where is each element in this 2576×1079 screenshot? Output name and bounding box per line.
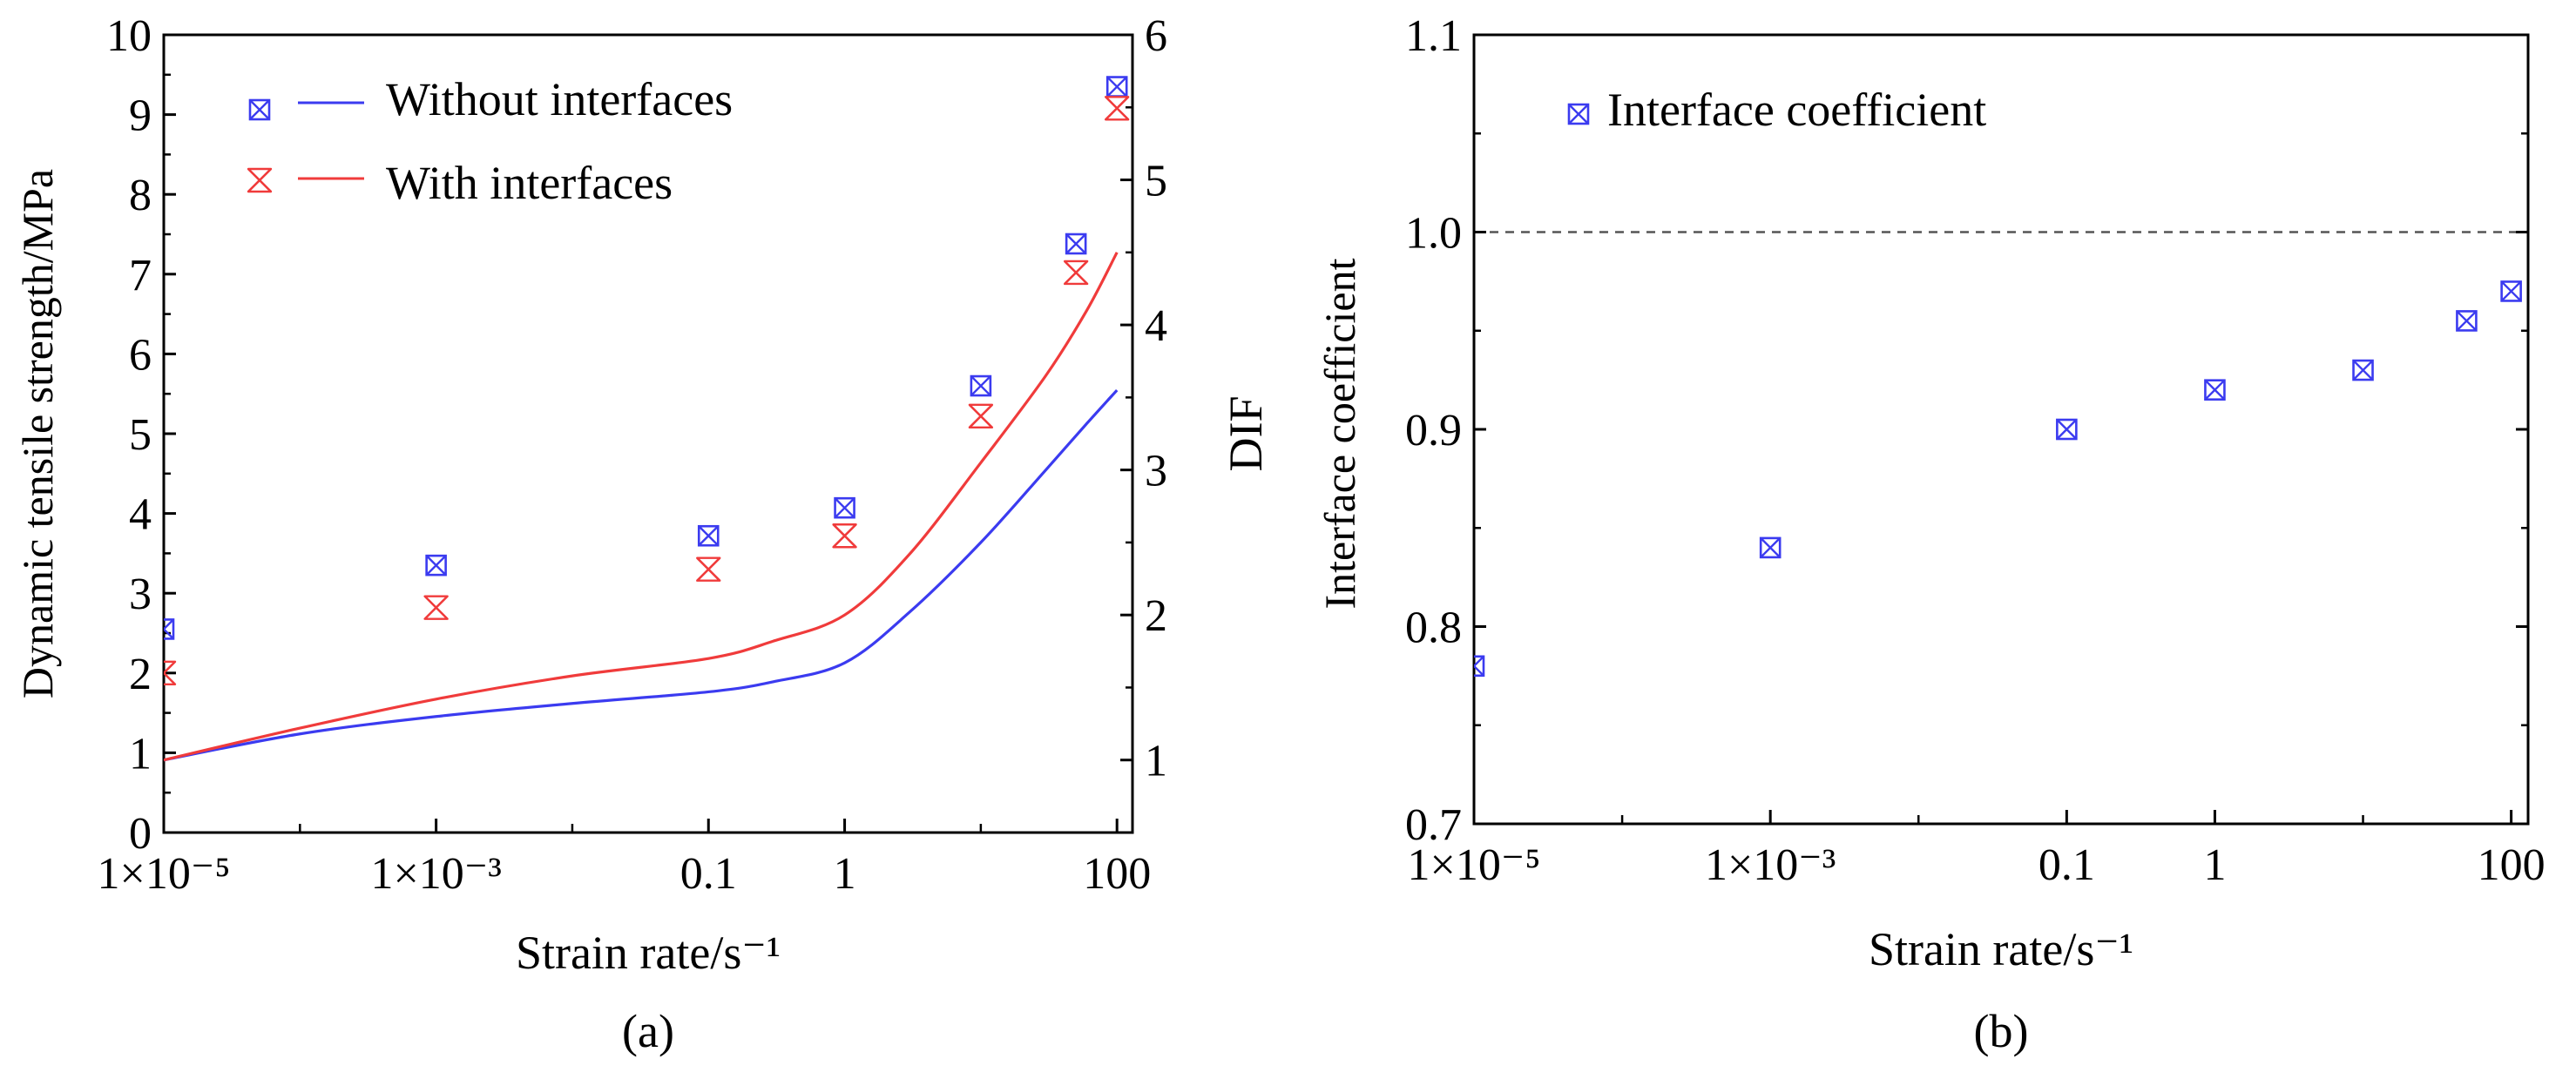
y-tick-label: 4	[129, 490, 152, 540]
x-tick-label: 1×10⁻⁵	[1408, 840, 1541, 890]
y-tick-label: 3	[129, 570, 152, 619]
panel-a-y2-axis-label: DIF	[1220, 395, 1272, 471]
y-tick-label: 9	[129, 91, 152, 141]
panel-b-y-axis-label: Interface coefficient	[1315, 258, 1364, 609]
x-tick-label: 100	[2478, 840, 2546, 890]
data-point-interface-coefficient	[2500, 280, 2522, 302]
panel-b-legend: Interface coefficient	[1567, 84, 1986, 136]
y-tick-label: 2	[129, 650, 152, 699]
data-point-with-interfaces	[696, 556, 721, 582]
panel-b-y-ticks: 0.7 0.8 0.9 1.0 1.1	[1405, 11, 2528, 850]
data-point-without-interfaces	[1105, 76, 1128, 98]
data-point-with-interfaces	[164, 660, 177, 685]
data-point-with-interfaces	[1063, 260, 1089, 286]
x-tick-label: 0.1	[680, 849, 737, 899]
panel-b-x-axis-label: Strain rate/s⁻¹	[1869, 923, 2133, 975]
x-tick-label: 1×10⁻³	[1705, 840, 1836, 890]
panel-a-y-axis-label: Dynamic tensile strength/MPa	[13, 169, 62, 698]
data-point-interface-coefficient	[1474, 655, 1485, 678]
data-point-with-interfaces	[1104, 96, 1130, 121]
dif-curve-with-interfaces	[164, 252, 1119, 762]
panel-a-markers	[164, 76, 1130, 685]
y-tick-label: 10	[106, 11, 152, 61]
y-tick-label: 5	[129, 410, 152, 460]
legend-marker-with-interfaces	[247, 167, 273, 193]
y2-tick-label: 1	[1145, 737, 1167, 786]
legend-marker-without-interfaces	[248, 98, 271, 121]
data-point-interface-coefficient	[2204, 379, 2226, 401]
data-point-without-interfaces	[425, 554, 447, 577]
data-point-without-interfaces	[834, 496, 855, 519]
y2-tick-label: 2	[1145, 591, 1167, 641]
panel-a-plot-frame	[162, 33, 1134, 834]
y-tick-label: 1.0	[1405, 209, 1462, 259]
y2-tick-label: 4	[1145, 301, 1167, 351]
dif-curve-without-interfaces	[164, 388, 1119, 762]
panel-a-caption: (a)	[622, 1005, 674, 1057]
data-point-with-interfaces	[968, 403, 994, 429]
legend-marker-symbol	[1567, 103, 1590, 125]
data-point-interface-coefficient	[1759, 536, 1782, 559]
panel-a-right-y-ticks: 1 2 3 4 5 6	[1120, 11, 1167, 834]
data-point-with-interfaces	[423, 595, 449, 620]
y-tick-label: 8	[129, 171, 152, 220]
y-tick-label: 0.8	[1405, 604, 1462, 653]
x-tick-label: 1×10⁻³	[370, 849, 501, 899]
legend-label-with-interfaces: With interfaces	[386, 157, 673, 209]
y2-tick-label: 5	[1145, 157, 1167, 206]
y-tick-label: 1	[129, 729, 152, 779]
data-point-interface-coefficient	[2056, 418, 2078, 441]
y-tick-label: 0.7	[1405, 800, 1462, 850]
legend-label-interface-coefficient: Interface coefficient	[1607, 84, 1986, 136]
panel-a-x-ticks: 1×10⁻⁵ 1×10⁻³ 0.1 1 100	[98, 819, 1151, 899]
y-tick-label: 6	[129, 330, 152, 380]
legend-marker-symbol	[248, 98, 271, 121]
y-tick-label: 1.1	[1405, 11, 1462, 61]
legend-marker-interface-coefficient	[1567, 103, 1590, 125]
y2-tick-label: 3	[1145, 447, 1167, 496]
x-tick-label: 0.1	[2038, 840, 2095, 890]
y2-tick-label: 6	[1145, 11, 1167, 61]
y-tick-label: 0	[129, 809, 152, 859]
panel-b-markers	[1474, 280, 2522, 678]
x-tick-label: 1	[834, 849, 856, 899]
panel-a-legend: Without interfaces With interfaces	[247, 73, 733, 209]
data-point-interface-coefficient	[2352, 359, 2374, 381]
data-point-with-interfaces	[832, 523, 857, 549]
x-tick-label: 1	[2203, 840, 2226, 890]
panel-b-caption: (b)	[1974, 1005, 2029, 1057]
y-tick-label: 0.9	[1405, 406, 1462, 455]
data-point-without-interfaces	[1065, 233, 1087, 255]
panel-b: 0.7 0.8 0.9 1.0 1.1 1×10⁻⁵ 1×10⁻³ 0.1 1 100 Inte…	[1315, 11, 2546, 1057]
x-tick-label: 100	[1083, 849, 1151, 899]
panel-a-x-axis-label: Strain rate/s⁻¹	[516, 927, 781, 979]
panel-a-left-y-ticks: 0 1 2 3 4 5 6 7 8 9 10	[106, 11, 176, 859]
legend-label-without-interfaces: Without interfaces	[386, 73, 733, 125]
panel-b-x-ticks: 1×10⁻⁵ 1×10⁻³ 0.1 1 100	[1408, 810, 2546, 890]
data-point-without-interfaces	[970, 374, 992, 397]
panel-b-plot-frame	[1472, 33, 2530, 826]
legend-marker-symbol	[247, 167, 273, 193]
panel-a-dif-curves	[164, 252, 1119, 762]
x-tick-label: 1×10⁻⁵	[98, 849, 231, 899]
data-point-interface-coefficient	[2456, 310, 2478, 332]
y-tick-label: 7	[129, 251, 152, 300]
data-point-without-interfaces	[164, 618, 175, 640]
data-point-without-interfaces	[697, 524, 720, 547]
